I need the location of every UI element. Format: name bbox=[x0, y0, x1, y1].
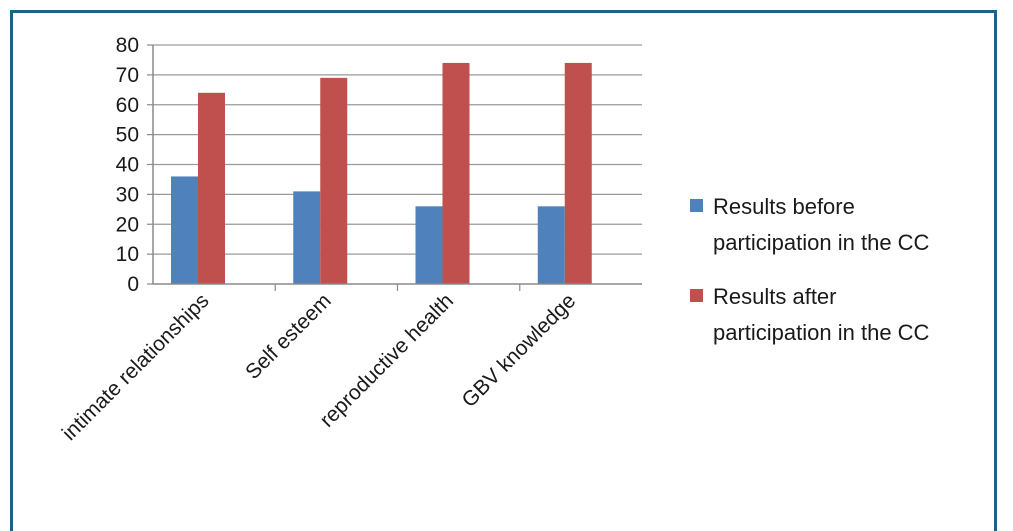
bar-after-3 bbox=[564, 62, 592, 284]
y-tick-label: 20 bbox=[116, 213, 139, 236]
y-tick-label: 60 bbox=[116, 94, 139, 117]
y-tick-label: 70 bbox=[116, 64, 139, 87]
y-axis-tick-labels: 0 10 20 30 40 50 60 70 80 bbox=[116, 34, 139, 296]
y-tick-label: 0 bbox=[127, 273, 139, 296]
y-tick-label: 10 bbox=[116, 243, 139, 266]
bar-after-0 bbox=[198, 92, 225, 284]
legend-label: participation in the CC bbox=[713, 320, 930, 345]
y-tick-label: 30 bbox=[116, 183, 139, 206]
x-category-label: Self esteem bbox=[241, 289, 336, 384]
gridlines bbox=[153, 44, 642, 255]
x-category-label: GBV knowledge bbox=[458, 289, 581, 412]
bars bbox=[171, 62, 592, 284]
bar-after-2 bbox=[442, 62, 470, 284]
bar-before-2 bbox=[415, 206, 443, 284]
legend: Results before participation in the CC Res… bbox=[690, 194, 930, 345]
y-tick-label: 50 bbox=[116, 124, 139, 147]
bar-after-1 bbox=[320, 77, 348, 284]
bar-before-1 bbox=[293, 191, 321, 284]
legend-label: participation in the CC bbox=[713, 230, 930, 255]
x-axis-category-labels: intimate relationships Self esteemreprodu… bbox=[58, 289, 581, 445]
legend-label: Results after bbox=[713, 284, 837, 309]
x-category-label: reproductive health bbox=[315, 289, 458, 432]
legend-label: Results before bbox=[713, 194, 855, 219]
legend-swatch bbox=[690, 199, 703, 212]
y-tick-label: 40 bbox=[116, 154, 139, 177]
x-category-label: intimate relationships bbox=[58, 289, 214, 445]
axes bbox=[147, 44, 642, 291]
y-tick-label: 80 bbox=[116, 34, 139, 57]
bar-before-3 bbox=[537, 206, 565, 284]
legend-swatch bbox=[690, 289, 703, 302]
bar-before-0 bbox=[171, 176, 198, 284]
